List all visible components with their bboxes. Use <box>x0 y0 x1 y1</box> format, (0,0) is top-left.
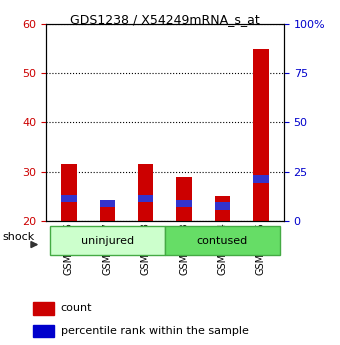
FancyBboxPatch shape <box>165 226 280 255</box>
Bar <box>100 204 115 221</box>
Bar <box>138 164 153 221</box>
Bar <box>215 203 230 210</box>
Bar <box>33 302 54 315</box>
Text: shock: shock <box>2 232 35 242</box>
FancyBboxPatch shape <box>50 226 165 255</box>
Text: percentile rank within the sample: percentile rank within the sample <box>61 326 249 336</box>
Bar <box>176 177 192 221</box>
Text: uninjured: uninjured <box>81 236 134 246</box>
Bar <box>176 200 192 207</box>
Bar <box>253 175 269 183</box>
Bar <box>138 195 153 203</box>
Text: count: count <box>61 303 92 313</box>
Text: contused: contused <box>197 236 248 246</box>
Text: GDS1238 / X54249mRNA_s_at: GDS1238 / X54249mRNA_s_at <box>70 13 260 26</box>
Bar <box>253 49 269 221</box>
Bar <box>61 195 76 203</box>
Bar <box>33 325 54 337</box>
Bar <box>100 200 115 207</box>
Bar <box>61 164 76 221</box>
Bar <box>215 196 230 221</box>
